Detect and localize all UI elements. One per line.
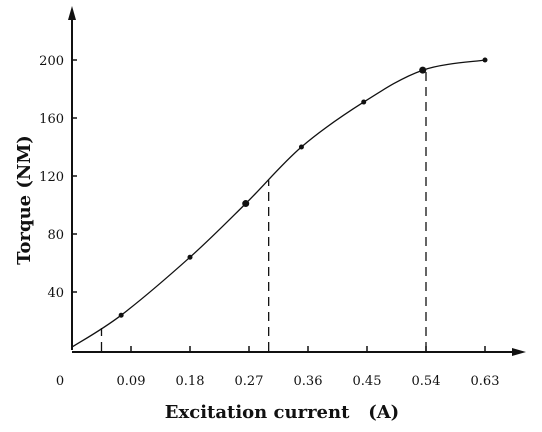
x-ticks: 0 0.09 0.18 0.27 0.36 0.45 0.54 0.63: [56, 346, 500, 389]
x-tick-label: 0.09: [117, 374, 146, 389]
series-line: [71, 59, 486, 348]
axes: [68, 6, 526, 356]
data-point: [298, 144, 304, 150]
y-tick-label: 120: [39, 170, 64, 185]
data-point: [361, 99, 367, 105]
x-tick-label: 0.36: [294, 374, 323, 389]
y-tick-label: 200: [39, 54, 64, 69]
y-tick-label: 80: [47, 228, 64, 243]
data-point: [419, 66, 427, 74]
x-tick-label: 0.27: [235, 374, 264, 389]
x-tick-label: 0.45: [353, 374, 382, 389]
data-points: [118, 57, 488, 318]
data-point: [187, 254, 193, 260]
y-axis-title: Torque (NM): [14, 135, 35, 265]
x-tick-label: 0.63: [471, 374, 500, 389]
x-axis-title: Excitation current (A): [165, 402, 399, 423]
data-point: [242, 200, 250, 208]
x-tick-label: 0.54: [412, 374, 441, 389]
y-tick-label: 160: [39, 112, 64, 127]
x-tick-label: 0: [56, 374, 64, 389]
y-ticks: 40 80 120 160 200: [39, 54, 77, 301]
reference-lines: [100, 69, 427, 351]
x-axis-arrow: [512, 348, 526, 356]
y-tick-label: 40: [47, 286, 64, 301]
data-point: [118, 312, 124, 318]
x-tick-label: 0.18: [176, 374, 205, 389]
data-point: [482, 57, 488, 63]
y-axis-arrow: [68, 6, 76, 20]
